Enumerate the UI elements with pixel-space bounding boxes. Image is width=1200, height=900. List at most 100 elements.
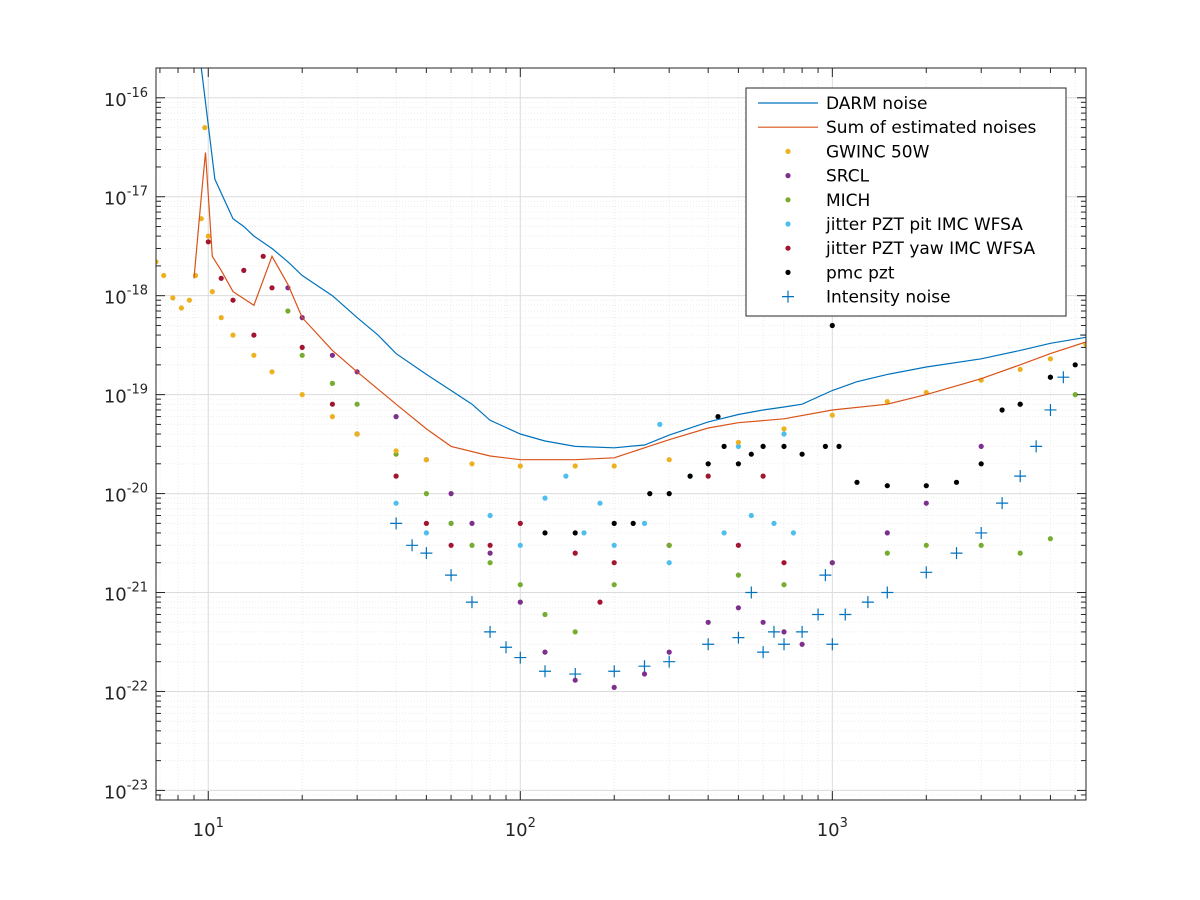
legend-swatch [785, 148, 791, 154]
data-point [1017, 401, 1023, 407]
data-point [581, 530, 587, 536]
data-point [393, 500, 399, 506]
data-point [269, 369, 275, 375]
data-point [469, 542, 475, 548]
data-point [978, 542, 984, 548]
data-point [826, 638, 839, 651]
data-point [390, 517, 403, 530]
data-point [251, 332, 257, 338]
data-point [611, 520, 617, 527]
data-point [923, 500, 929, 506]
legend-entry: MICH [785, 191, 870, 211]
data-point [732, 631, 745, 644]
y-axis-tick-labels: 10-16 10-17 10-18 10-19 10-20 10-21 10-22 10-23 [104, 86, 148, 804]
series-intensity-noise [390, 329, 1086, 681]
data-point [611, 582, 617, 588]
data-point [423, 520, 429, 527]
data-point [781, 431, 787, 437]
data-point [778, 638, 791, 651]
data-point [666, 560, 672, 566]
data-point [611, 560, 617, 566]
data-point [953, 479, 960, 485]
data-point [500, 641, 513, 654]
data-point [329, 380, 335, 386]
data-point [517, 463, 523, 469]
data-point [666, 491, 672, 497]
series-jitter-pzt-pit-imc-wfsa [393, 421, 797, 566]
data-point [354, 401, 360, 407]
data-point [1057, 371, 1070, 384]
data-point [819, 569, 832, 582]
y-tick-label: 10-16 [104, 86, 148, 111]
data-point [445, 569, 458, 582]
data-point [1072, 392, 1078, 398]
data-point [975, 526, 988, 539]
data-point [542, 530, 548, 536]
data-point [641, 671, 648, 677]
data-point [836, 443, 842, 449]
data-point [721, 530, 727, 536]
legend-label: jitter PZT pit IMC WFSA [825, 215, 1023, 235]
legend-label: Intensity noise [826, 288, 951, 308]
data-point [178, 305, 184, 311]
legend-swatch [785, 221, 791, 227]
data-point [630, 520, 636, 527]
legend-swatch [782, 290, 794, 303]
legend-entry: DARM noise [758, 94, 928, 114]
data-point [597, 500, 603, 506]
y-tick-label: 10-23 [104, 778, 148, 803]
legend-label: SRCL [826, 167, 870, 187]
data-point [978, 461, 984, 467]
data-point [663, 655, 676, 668]
data-point [829, 322, 835, 329]
axis-ticks [156, 67, 1086, 801]
data-point [209, 289, 215, 295]
data-point [517, 599, 523, 605]
data-point [1083, 342, 1086, 348]
y-tick-label: 10-20 [104, 482, 148, 507]
data-point [638, 660, 651, 673]
series-line [200, 68, 1086, 449]
data-point [781, 560, 787, 566]
legend-label: GWINC 50W [826, 142, 930, 162]
data-point [920, 566, 933, 579]
data-point [702, 638, 715, 651]
legend-entry: GWINC 50W [785, 142, 930, 162]
data-point [771, 520, 777, 527]
data-point [687, 473, 693, 479]
data-point [218, 275, 224, 281]
data-point [705, 461, 711, 467]
data-point [884, 530, 890, 536]
data-point [781, 582, 787, 588]
x-tick-label: 103 [817, 816, 848, 841]
data-point [1017, 550, 1023, 556]
data-point [767, 625, 780, 638]
data-point [484, 625, 497, 638]
data-point [745, 586, 758, 599]
data-point [884, 483, 890, 489]
data-point [487, 560, 493, 566]
data-point [748, 451, 754, 457]
series-darm-noise [200, 68, 1086, 449]
data-point [420, 547, 433, 560]
data-point [861, 596, 874, 609]
data-point [735, 443, 742, 449]
legend-swatch [785, 197, 791, 203]
data-point [799, 641, 805, 647]
data-point [487, 512, 493, 519]
data-point [781, 443, 787, 449]
data-point [260, 253, 266, 259]
data-point [611, 542, 617, 548]
data-point [705, 473, 711, 479]
x-tick-label: 102 [505, 816, 536, 841]
data-point [608, 665, 621, 678]
x-tick-label: 101 [193, 816, 224, 841]
legend-entry: Sum of estimated noises [758, 118, 1037, 138]
data-point [487, 542, 493, 548]
legend-label: Sum of estimated noises [826, 118, 1037, 138]
series-line [193, 152, 1086, 461]
data-point [329, 414, 335, 420]
data-point [251, 352, 257, 358]
data-point [161, 272, 167, 279]
